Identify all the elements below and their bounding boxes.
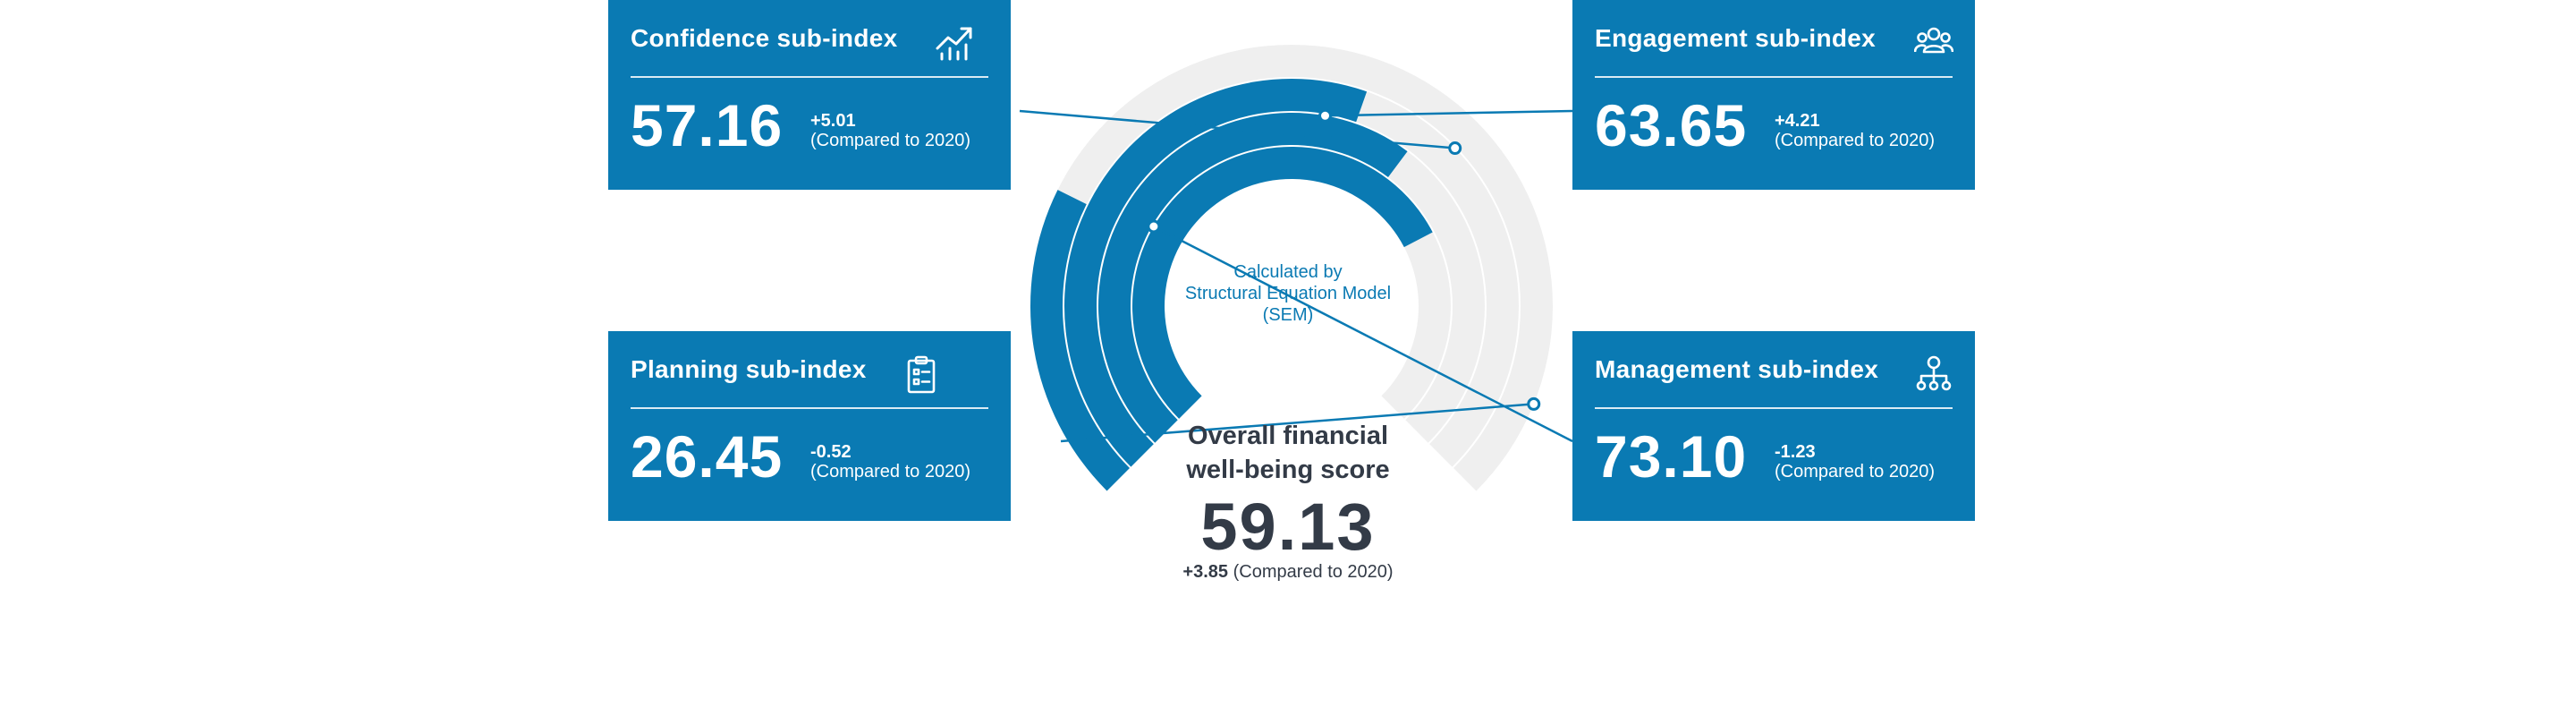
card-delta: -1.23: [1775, 442, 1816, 462]
card-divider: [1595, 407, 1953, 409]
overall-score-title: Overall financial well-being score: [1109, 419, 1467, 487]
overall-score-change: +3.85 (Compared to 2020): [1109, 562, 1467, 583]
management-card: Management sub-index 73.10 -1.23 (Compar…: [1572, 331, 1975, 521]
connector-dot: [1318, 108, 1333, 123]
card-title: Planning sub-index: [631, 355, 867, 383]
confidence-card: Confidence sub-index 57.16 +5.01 (Compar…: [608, 0, 1011, 190]
ring-bar: [1098, 113, 1408, 443]
overall-title-line: well-being score: [1186, 456, 1390, 484]
clipboard-icon: [907, 355, 936, 394]
card-compare: (Compared to 2020): [810, 462, 970, 482]
connector-dot: [1448, 141, 1462, 156]
planning-card: Planning sub-index 26.45 -0.52 (Compared…: [608, 331, 1011, 521]
card-divider: [1595, 76, 1953, 78]
card-compare: (Compared to 2020): [1775, 462, 1935, 482]
ring-bar: [1064, 79, 1368, 467]
overall-title-line: Overall financial: [1187, 422, 1389, 450]
people-group-icon: [1914, 27, 1953, 54]
engagement-card: Engagement sub-index 63.65 +4.21 (Compar…: [1572, 0, 1975, 190]
card-value: 63.65: [1595, 92, 1748, 158]
card-divider: [631, 407, 988, 409]
hierarchy-icon: [1916, 355, 1952, 391]
sem-note-line: Structural Equation Model: [1184, 284, 1392, 303]
connector-line: [1153, 225, 1573, 443]
card-title: Confidence sub-index: [631, 24, 898, 52]
card-value: 73.10: [1595, 423, 1748, 490]
card-compare: (Compared to 2020): [810, 131, 970, 150]
ring-bars: [1030, 79, 1433, 491]
connector-dot: [1527, 396, 1541, 411]
card-title: Management sub-index: [1595, 355, 1879, 383]
card-value: 26.45: [631, 423, 784, 490]
sem-note-line: (SEM): [1262, 305, 1314, 325]
overall-compare: (Compared to 2020): [1233, 562, 1394, 582]
card-delta: +5.01: [810, 111, 856, 131]
overall-score-value: 59.13: [1200, 490, 1376, 564]
ring-bar: [1132, 146, 1433, 419]
trending-up-chart-icon: [936, 27, 972, 61]
ring-bar: [1030, 190, 1130, 491]
connector-line: [1060, 403, 1534, 443]
overall-delta: +3.85: [1182, 562, 1229, 582]
card-title: Engagement sub-index: [1595, 24, 1877, 52]
sem-note: Calculated by Structural Equation Model …: [1154, 261, 1422, 326]
card-value: 57.16: [631, 92, 784, 158]
card-delta: -0.52: [810, 442, 852, 462]
connector-dot: [1147, 219, 1161, 234]
card-compare: (Compared to 2020): [1775, 131, 1935, 150]
card-delta: +4.21: [1775, 111, 1820, 131]
connector-line: [1019, 109, 1455, 149]
connector-lines: [1019, 108, 1573, 443]
connector-line: [1325, 109, 1573, 117]
card-divider: [631, 76, 988, 78]
sem-note-line: Calculated by: [1233, 262, 1343, 282]
